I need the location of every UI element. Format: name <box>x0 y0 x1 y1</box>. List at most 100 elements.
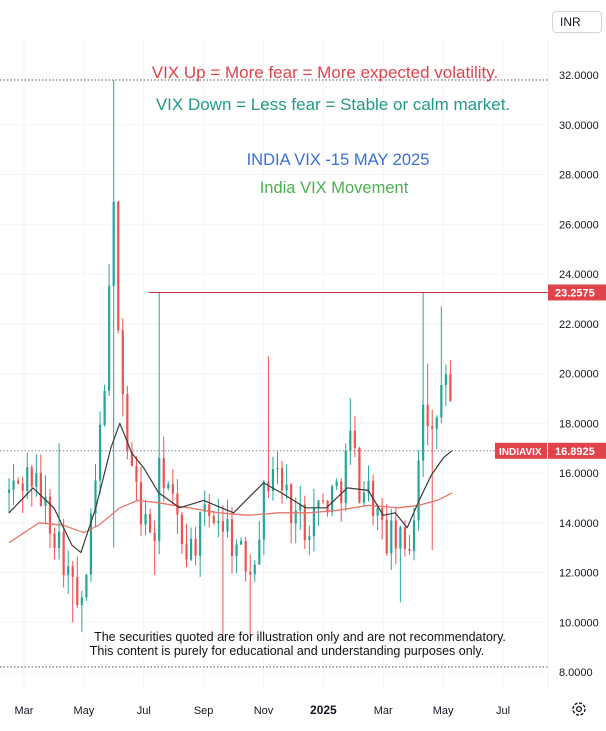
candle-body <box>422 404 425 461</box>
candle-body <box>126 394 129 452</box>
candle-body <box>158 458 161 541</box>
candle-body <box>358 447 361 503</box>
currency-selector[interactable]: INR <box>552 11 602 33</box>
candle-body <box>280 467 284 491</box>
candle-body <box>48 496 52 534</box>
y-tick-label: 18.0000 <box>559 418 599 430</box>
x-tick-label: Mar <box>15 705 34 717</box>
symbol-label: INDIAVIX <box>499 447 542 458</box>
candle-body <box>249 571 252 575</box>
candle-body <box>153 532 156 541</box>
candle-body <box>403 527 407 549</box>
candle-body <box>139 482 143 525</box>
candle-body <box>258 539 261 565</box>
candle-body <box>203 504 206 513</box>
candle-body <box>26 467 29 491</box>
y-tick-label: 8.0000 <box>559 667 593 679</box>
candle-body <box>108 285 111 391</box>
candle-body <box>44 496 47 506</box>
candle-body <box>89 513 93 575</box>
y-tick-label: 24.0000 <box>559 269 599 281</box>
candle-body <box>7 489 11 493</box>
candle-body <box>362 492 366 503</box>
candle-body <box>240 541 243 545</box>
candle-body <box>335 481 338 487</box>
candle-body <box>162 458 165 489</box>
y-tick-label: 16.0000 <box>559 468 599 480</box>
candle-body <box>117 201 120 331</box>
candle-body <box>435 417 438 429</box>
x-tick-label: Nov <box>254 705 274 717</box>
candle-body <box>185 544 188 560</box>
candle-body <box>294 510 297 524</box>
candle-body <box>331 486 334 513</box>
x-tick-label: Sep <box>194 705 214 717</box>
candle-body <box>299 504 302 511</box>
candle-body <box>208 504 211 516</box>
candle-body <box>71 566 74 577</box>
currency-label: INR <box>560 15 581 29</box>
symbol-badge: INDIAVIX <box>495 442 547 459</box>
candle-body <box>103 390 106 425</box>
ma-top-layer <box>8 422 453 554</box>
candle-body <box>98 424 102 481</box>
candle-body <box>385 519 388 554</box>
y-tick-label: 14.0000 <box>559 518 599 530</box>
candle-body <box>39 473 42 506</box>
candle-body <box>312 507 316 537</box>
candle-body <box>180 514 184 545</box>
candle-body <box>94 480 97 514</box>
candle-body <box>167 484 170 489</box>
x-axis: Mar May Jul Sep Nov 2025 Mar May Jul <box>15 703 511 717</box>
annotation-fear-up: VIX Up = More fear = More expected volat… <box>152 63 498 82</box>
candle-body <box>376 507 379 516</box>
candle-body <box>367 480 370 493</box>
y-axis: 32.0000 30.0000 28.0000 26.0000 24.0000 22.00… <box>559 70 599 679</box>
candle-body <box>80 597 83 606</box>
candle-body <box>267 481 270 492</box>
candle-body <box>57 531 61 548</box>
grid-layer <box>0 40 548 690</box>
candle-body <box>340 481 343 503</box>
candle-body <box>62 531 65 576</box>
candle-body <box>199 512 202 556</box>
candle-body <box>121 330 124 395</box>
candle-body <box>412 520 416 551</box>
last-price-badge: 16.8925 <box>548 442 606 459</box>
candle-body <box>290 484 293 524</box>
candle-body <box>130 451 133 466</box>
candle-body <box>449 374 452 401</box>
line-layer <box>0 79 548 668</box>
resistance-price-label: 23.2575 <box>555 287 595 299</box>
candle-body <box>444 374 447 385</box>
long-ma-line <box>8 492 453 544</box>
candle-body <box>353 430 356 448</box>
candle-body <box>276 467 279 470</box>
y-tick-label: 28.0000 <box>559 170 599 182</box>
candle-body <box>144 514 147 525</box>
candle-body <box>271 469 275 492</box>
candle-body <box>235 544 238 557</box>
x-tick-label: 2025 <box>310 703 337 717</box>
candle-body <box>226 519 229 532</box>
settings-gear-icon[interactable] <box>570 700 588 718</box>
candle-body <box>171 484 174 494</box>
disclaimer-line-1: The securities quoted are for illustrati… <box>94 630 506 644</box>
candle-body <box>321 500 325 502</box>
candle-body <box>135 465 138 483</box>
x-tick-label: May <box>433 705 454 717</box>
x-tick-label: Jul <box>137 705 151 717</box>
x-tick-label: Mar <box>374 705 393 717</box>
candle-body <box>212 515 215 523</box>
candle-body <box>217 521 220 523</box>
candle-body <box>194 538 197 556</box>
last-price-label: 16.8925 <box>555 446 595 458</box>
y-tick-label: 32.0000 <box>559 70 599 82</box>
candle-body <box>244 541 247 572</box>
candle-body <box>53 533 56 548</box>
y-tick-label: 12.0000 <box>559 568 599 580</box>
candle-body <box>112 201 115 286</box>
candle-body <box>394 520 397 549</box>
candle-body <box>417 460 420 521</box>
